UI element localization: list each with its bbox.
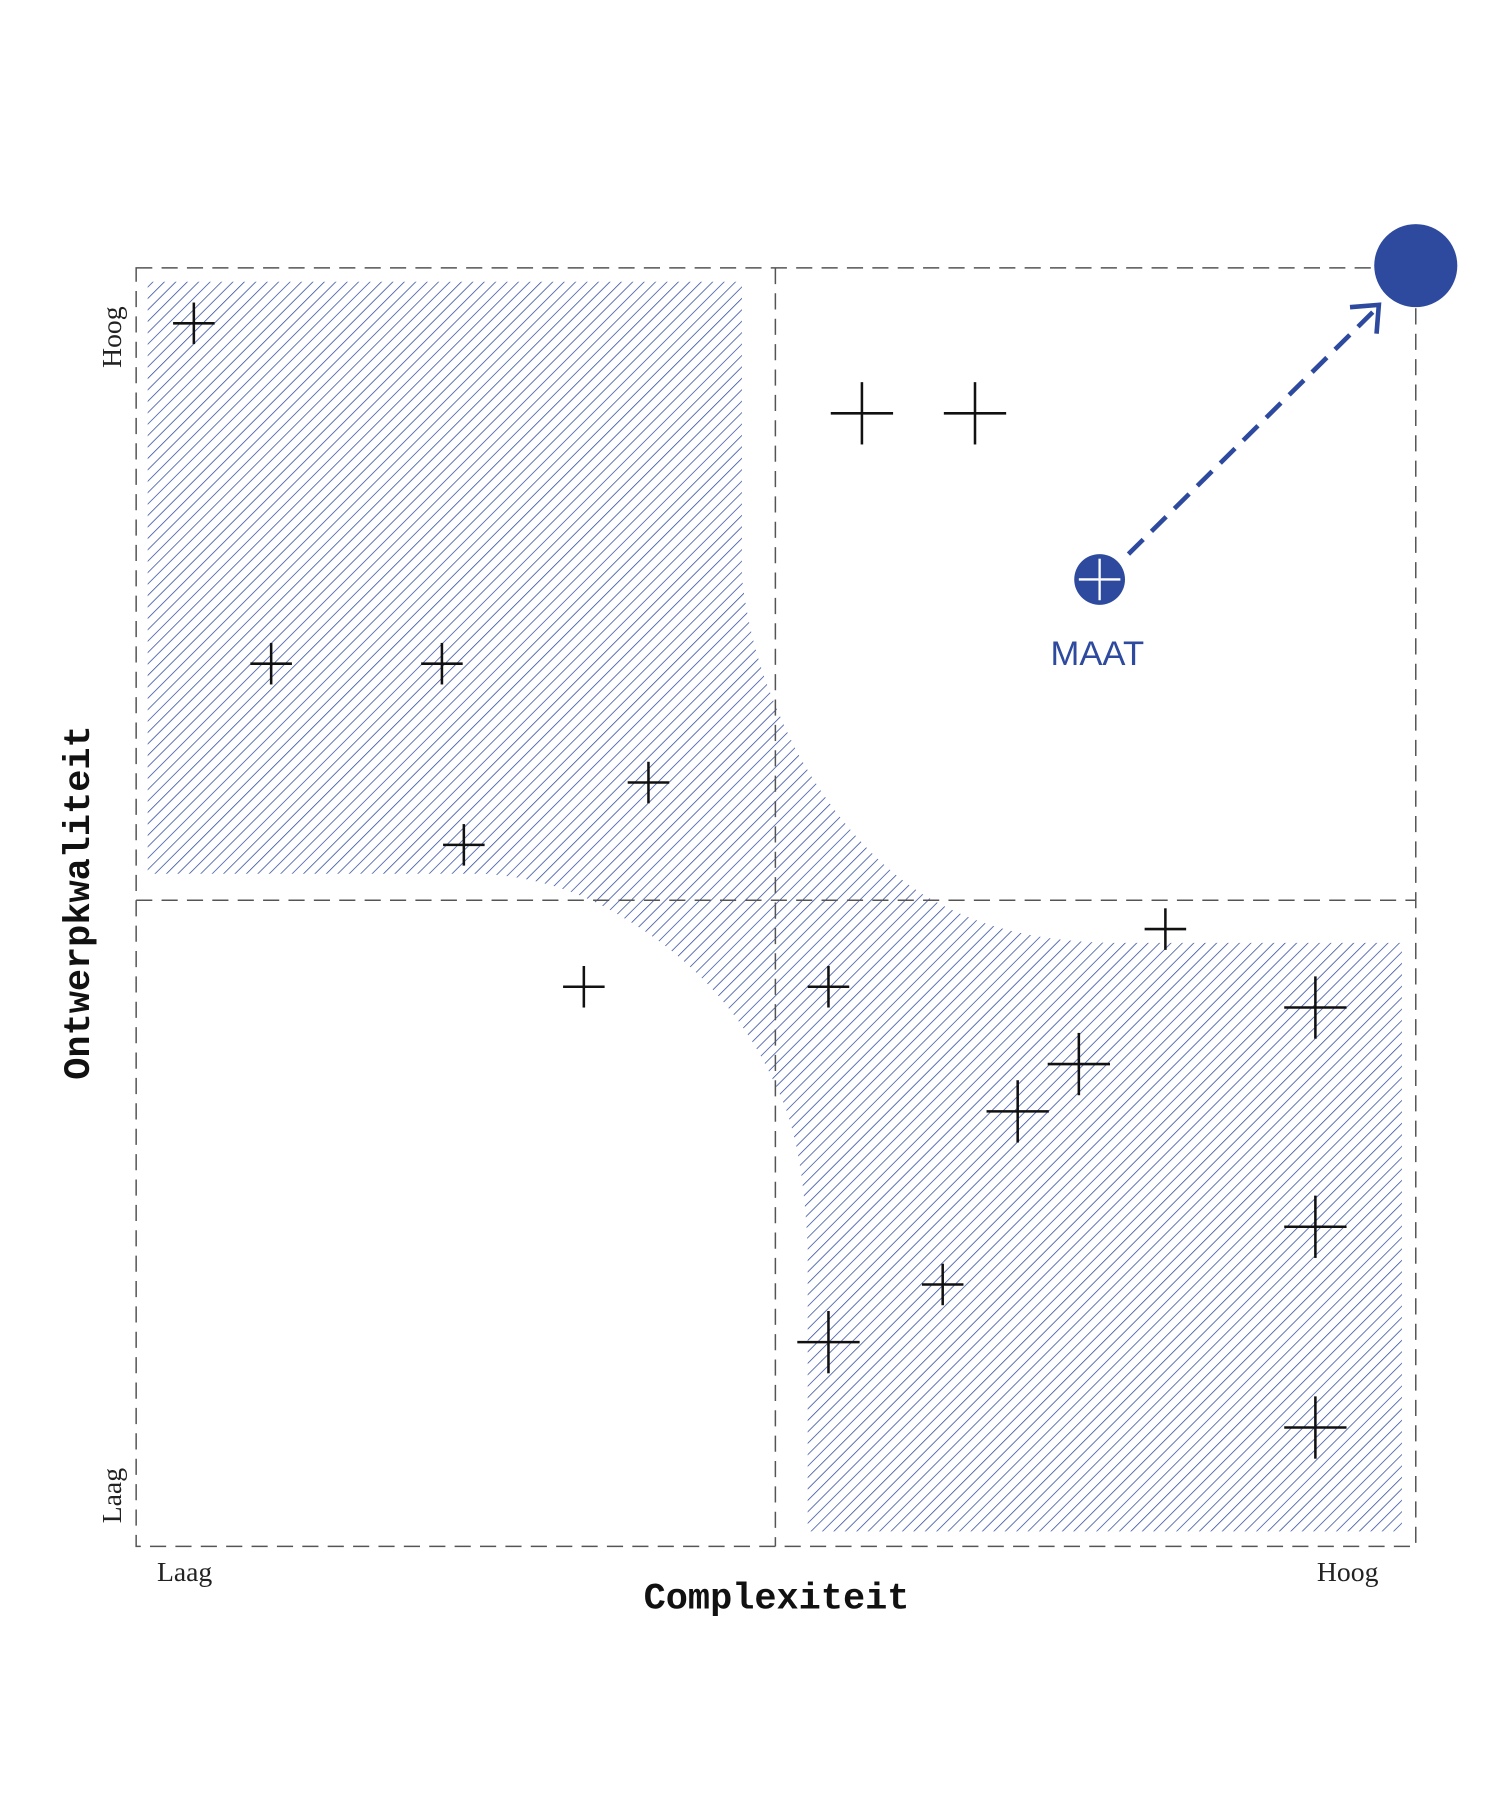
- x-axis-title: Complexiteit: [644, 1579, 910, 1621]
- marker-cross: [1078, 558, 1121, 601]
- arrow-shaft: [1126, 310, 1375, 556]
- x-low-label: Laag: [157, 1556, 212, 1587]
- marker-label: MAAT: [1051, 635, 1145, 673]
- quadrant-frame: [135, 267, 1417, 1548]
- goal-circle: [1374, 224, 1458, 308]
- y-high-label: Hoog: [96, 306, 127, 368]
- x-high-label: Hoog: [1317, 1556, 1379, 1587]
- y-axis-title: Ontwerpkwaliteit: [59, 725, 101, 1079]
- y-low-label: Laag: [96, 1468, 127, 1523]
- crosses: [173, 302, 1347, 1459]
- arrow-head: [1349, 302, 1382, 334]
